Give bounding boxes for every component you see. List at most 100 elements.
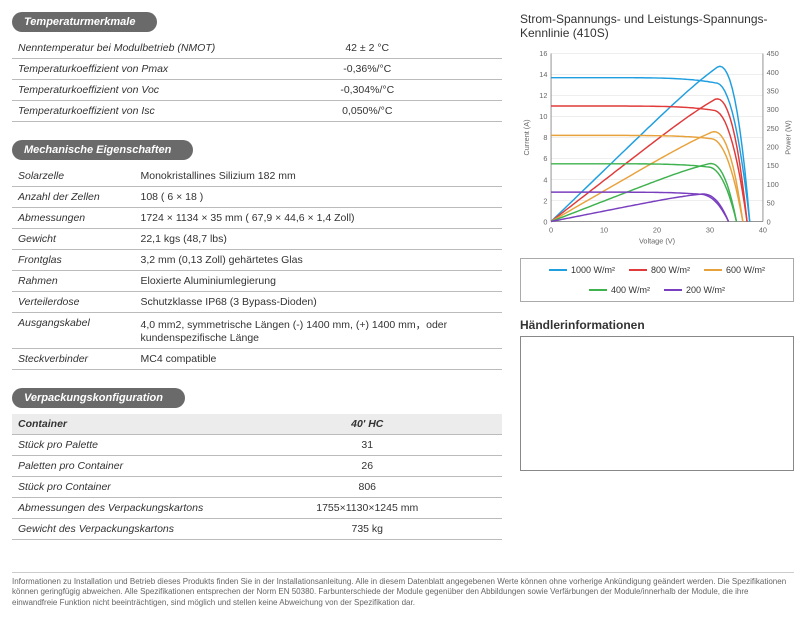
- legend-label: 400 W/m²: [611, 285, 650, 295]
- svg-text:Current (A): Current (A): [522, 119, 531, 155]
- row-label: Stück pro Palette: [12, 435, 233, 456]
- row-label: Abmessungen: [12, 208, 135, 229]
- legend-swatch: [589, 289, 607, 291]
- mech-table: SolarzelleMonokristallines Silizium 182 …: [12, 166, 502, 370]
- row-value: 1724 × 1134 × 35 mm ( 67,9 × 44,6 × 1,4 …: [135, 208, 503, 229]
- row-value: -0,36%/°C: [233, 59, 503, 80]
- svg-text:450: 450: [767, 49, 779, 58]
- row-value: 735 kg: [233, 519, 503, 540]
- table-row: Stück pro Palette31: [12, 435, 502, 456]
- svg-text:12: 12: [539, 91, 547, 100]
- table-row: Gewicht22,1 kgs (48,7 lbs): [12, 229, 502, 250]
- pack-table: Container 40' HC Stück pro Palette31Pale…: [12, 414, 502, 540]
- row-label: Stück pro Container: [12, 477, 233, 498]
- svg-text:350: 350: [767, 87, 779, 96]
- table-row: Gewicht des Verpackungskartons735 kg: [12, 519, 502, 540]
- row-label: Solarzelle: [12, 166, 135, 187]
- row-value: 31: [233, 435, 503, 456]
- table-row: Temperaturkoeffizient von Voc-0,304%/°C: [12, 80, 502, 101]
- table-row: Ausgangskabel4,0 mm2, symmetrische Länge…: [12, 313, 502, 349]
- legend-swatch: [704, 269, 722, 271]
- svg-text:150: 150: [767, 161, 779, 170]
- legend-label: 600 W/m²: [726, 265, 765, 275]
- legend-item: 400 W/m²: [589, 285, 650, 295]
- row-value: 22,1 kgs (48,7 lbs): [135, 229, 503, 250]
- table-row: SolarzelleMonokristallines Silizium 182 …: [12, 166, 502, 187]
- footnote: Informationen zu Installation und Betrie…: [12, 572, 794, 608]
- table-row: RahmenEloxierte Aluminiumlegierung: [12, 271, 502, 292]
- chart-legend: 1000 W/m² 800 W/m² 600 W/m² 400 W/m² 200 W/m…: [520, 258, 794, 302]
- row-value: 1755×1130×1245 mm: [233, 498, 503, 519]
- row-value: Schutzklasse IP68 (3 Bypass-Dioden): [135, 292, 503, 313]
- svg-text:20: 20: [653, 225, 661, 234]
- row-label: Frontglas: [12, 250, 135, 271]
- legend-item: 600 W/m²: [704, 265, 765, 275]
- svg-text:4: 4: [543, 175, 547, 184]
- svg-text:100: 100: [767, 180, 779, 189]
- row-label: Nenntemperatur bei Modulbetrieb (NMOT): [12, 38, 233, 59]
- pack-header: Verpackungskonfiguration: [12, 388, 185, 408]
- table-row: Temperaturkoeffizient von Pmax-0,36%/°C: [12, 59, 502, 80]
- table-row: Nenntemperatur bei Modulbetrieb (NMOT)42…: [12, 38, 502, 59]
- row-value: Monokristallines Silizium 182 mm: [135, 166, 503, 187]
- legend-item: 800 W/m²: [629, 265, 690, 275]
- row-label: Ausgangskabel: [12, 313, 135, 349]
- svg-text:14: 14: [539, 70, 547, 79]
- table-row: Abmessungen des Verpackungskartons1755×1…: [12, 498, 502, 519]
- legend-swatch: [629, 269, 647, 271]
- table-row: Temperaturkoeffizient von Isc0,050%/°C: [12, 101, 502, 122]
- legend-swatch: [549, 269, 567, 271]
- svg-text:10: 10: [600, 225, 608, 234]
- svg-text:250: 250: [767, 124, 779, 133]
- svg-text:300: 300: [767, 105, 779, 114]
- table-row: SteckverbinderMC4 compatible: [12, 349, 502, 370]
- legend-item: 200 W/m²: [664, 285, 725, 295]
- legend-label: 200 W/m²: [686, 285, 725, 295]
- svg-text:0: 0: [549, 225, 553, 234]
- temp-table: Nenntemperatur bei Modulbetrieb (NMOT)42…: [12, 38, 502, 122]
- row-label: Steckverbinder: [12, 349, 135, 370]
- svg-text:Voltage (V): Voltage (V): [639, 236, 675, 245]
- table-row: Abmessungen1724 × 1134 × 35 mm ( 67,9 × …: [12, 208, 502, 229]
- table-row: Anzahl der Zellen108 ( 6 × 18 ): [12, 187, 502, 208]
- row-value: Eloxierte Aluminiumlegierung: [135, 271, 503, 292]
- row-value: 4,0 mm2, symmetrische Längen (-) 1400 mm…: [135, 313, 503, 349]
- table-row: Stück pro Container806: [12, 477, 502, 498]
- svg-text:30: 30: [706, 225, 714, 234]
- row-label: Temperaturkoeffizient von Pmax: [12, 59, 233, 80]
- row-value: 806: [233, 477, 503, 498]
- row-label: Paletten pro Container: [12, 456, 233, 477]
- svg-text:8: 8: [543, 133, 547, 142]
- row-value: 3,2 mm (0,13 Zoll) gehärtetes Glas: [135, 250, 503, 271]
- temp-header: Temperaturmerkmale: [12, 12, 157, 32]
- row-label: Abmessungen des Verpackungskartons: [12, 498, 233, 519]
- svg-text:Power (W): Power (W): [783, 120, 792, 154]
- pack-col2: 40' HC: [233, 414, 503, 435]
- row-value: 0,050%/°C: [233, 101, 503, 122]
- row-label: Rahmen: [12, 271, 135, 292]
- row-label: Temperaturkoeffizient von Voc: [12, 80, 233, 101]
- legend-label: 1000 W/m²: [571, 265, 615, 275]
- svg-text:6: 6: [543, 154, 547, 163]
- table-row: VerteilerdoseSchutzklasse IP68 (3 Bypass…: [12, 292, 502, 313]
- row-label: Verteilerdose: [12, 292, 135, 313]
- row-value: -0,304%/°C: [233, 80, 503, 101]
- table-row: Frontglas3,2 mm (0,13 Zoll) gehärtetes G…: [12, 250, 502, 271]
- dealer-box: [520, 336, 794, 471]
- legend-swatch: [664, 289, 682, 291]
- svg-text:200: 200: [767, 143, 779, 152]
- svg-text:16: 16: [539, 49, 547, 58]
- svg-text:400: 400: [767, 68, 779, 77]
- row-label: Gewicht des Verpackungskartons: [12, 519, 233, 540]
- legend-label: 800 W/m²: [651, 265, 690, 275]
- svg-text:10: 10: [539, 112, 547, 121]
- svg-text:2: 2: [543, 196, 547, 205]
- row-value: MC4 compatible: [135, 349, 503, 370]
- row-value: 26: [233, 456, 503, 477]
- table-row: Paletten pro Container26: [12, 456, 502, 477]
- row-label: Anzahl der Zellen: [12, 187, 135, 208]
- svg-text:0: 0: [767, 217, 771, 226]
- chart-title: Strom-Spannungs- und Leistungs-Spannungs…: [520, 12, 794, 40]
- iv-chart: 0246810121416050100150200250300350400450…: [520, 48, 794, 252]
- row-value: 42 ± 2 °C: [233, 38, 503, 59]
